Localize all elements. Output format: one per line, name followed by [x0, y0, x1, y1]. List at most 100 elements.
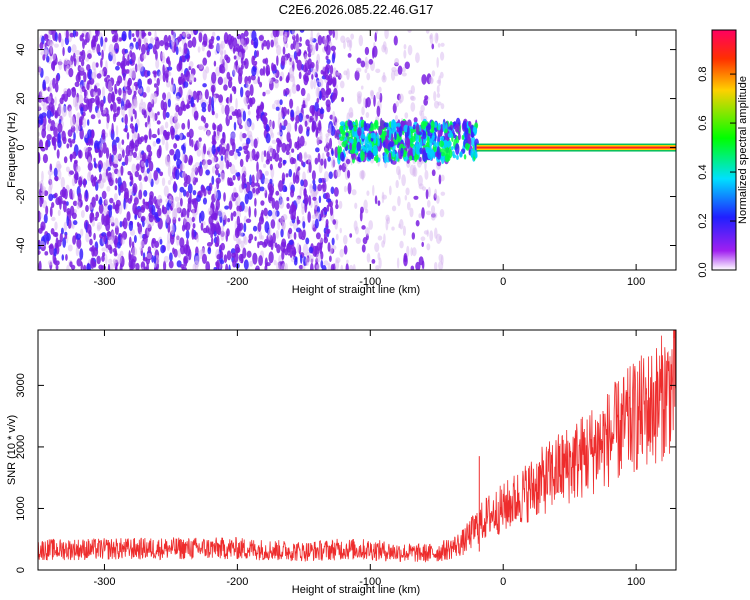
heatmap-blob	[98, 148, 102, 159]
heatmap-blob	[226, 160, 230, 170]
heatmap-blob	[122, 217, 128, 230]
heatmap-blob	[179, 132, 183, 140]
heatmap-blob	[123, 128, 128, 133]
heatmap-blob	[243, 96, 248, 105]
heatmap-blob	[463, 154, 467, 160]
heatmap-blob	[78, 94, 84, 105]
heatmap-y-tick-label: -20	[15, 189, 27, 205]
heatmap-blob	[215, 177, 221, 184]
heatmap-blob	[409, 207, 414, 218]
snr-x-tick-label: 0	[500, 576, 506, 588]
heatmap-blob	[277, 161, 283, 169]
heatmap-blob	[427, 199, 431, 208]
heatmap-blob	[347, 182, 352, 195]
heatmap-blob	[169, 115, 174, 125]
heatmap-blob	[160, 244, 166, 254]
heatmap-blob	[302, 64, 307, 73]
heatmap-blob	[41, 128, 47, 139]
heatmap-blob	[167, 98, 171, 108]
heatmap-blob	[216, 235, 220, 247]
heatmap-blob	[349, 149, 355, 154]
snr-y-tick-label: 0	[15, 567, 27, 573]
heatmap-blob	[54, 31, 58, 42]
heatmap-blob	[152, 140, 157, 147]
heatmap-blob	[264, 257, 268, 268]
heatmap-blob	[310, 262, 314, 270]
heatmap-blob	[47, 95, 52, 103]
heatmap-blob	[413, 164, 417, 177]
heatmap-blob	[327, 128, 332, 136]
heatmap-blob	[48, 118, 52, 124]
heatmap-blob	[342, 234, 348, 245]
heatmap-blob	[108, 236, 114, 245]
heatmap-blob	[38, 131, 41, 137]
heatmap-blob	[114, 237, 118, 249]
heatmap-blob	[295, 33, 299, 45]
heatmap-blob	[94, 216, 98, 221]
heatmap-blob	[295, 55, 299, 64]
heatmap-blob	[444, 153, 450, 163]
heatmap-blob	[76, 57, 80, 67]
heatmap-blob	[215, 198, 220, 211]
heatmap-x-tick-label: 0	[500, 276, 506, 288]
heatmap-blob	[128, 106, 134, 118]
heatmap-blob	[182, 135, 186, 140]
heatmap-blob	[109, 262, 114, 270]
heatmap-blob	[305, 114, 310, 119]
heatmap-blob	[237, 67, 243, 77]
heatmap-blob	[105, 168, 109, 177]
heatmap-blob	[307, 211, 311, 223]
heatmap-blob	[420, 236, 426, 242]
heatmap-blob	[240, 38, 245, 46]
heatmap-blob	[116, 80, 121, 87]
heatmap-blob	[54, 221, 58, 231]
snr-y-ticks: 0 1000 2000 3000	[15, 373, 676, 573]
heatmap-blob	[85, 231, 90, 243]
heatmap-blob	[431, 169, 436, 177]
heatmap-blob	[188, 154, 193, 166]
heatmap-blob	[364, 56, 368, 66]
heatmap-blob	[318, 78, 324, 88]
heatmap-blob	[159, 171, 164, 177]
heatmap-blob	[56, 149, 60, 159]
heatmap-blob	[123, 197, 126, 210]
heatmap-blob	[48, 193, 54, 202]
heatmap-blob	[168, 195, 173, 204]
heatmap-blob	[343, 245, 348, 255]
heatmap-blob	[440, 42, 445, 47]
heatmap-blob	[238, 146, 243, 151]
heatmap-blob	[474, 150, 478, 159]
heatmap-blob	[237, 151, 241, 157]
heatmap-blob	[346, 169, 351, 179]
heatmap-blob	[386, 216, 391, 225]
heatmap-blob	[131, 138, 134, 149]
heatmap-blob	[349, 142, 353, 151]
heatmap-blob	[227, 79, 233, 89]
heatmap-blob	[76, 112, 81, 121]
carrier-band-core	[476, 146, 676, 149]
heatmap-blob	[135, 262, 140, 270]
heatmap-blob	[167, 179, 172, 185]
heatmap-blob	[402, 149, 407, 158]
heatmap-blob	[268, 120, 273, 127]
heatmap-blob	[239, 158, 244, 168]
heatmap-blob	[201, 44, 205, 52]
heatmap-blob	[141, 108, 147, 116]
heatmap-blob	[98, 180, 105, 189]
heatmap-blob	[65, 30, 69, 40]
heatmap-blob	[206, 159, 212, 166]
heatmap-blob	[79, 118, 83, 125]
heatmap-blob	[316, 97, 320, 104]
heatmap-blob	[187, 119, 190, 130]
heatmap-blob	[313, 68, 317, 77]
heatmap-blob	[329, 255, 332, 262]
heatmap-blob	[270, 132, 275, 139]
heatmap-blob	[243, 30, 249, 37]
heatmap-blob	[140, 43, 146, 55]
chart-title: C2E6.2026.085.22.46.G17	[279, 2, 434, 17]
heatmap-blob	[470, 131, 475, 138]
heatmap-blob	[61, 254, 65, 261]
heatmap-blob	[361, 169, 365, 181]
heatmap-blob	[261, 42, 264, 51]
heatmap-blob	[111, 122, 114, 135]
